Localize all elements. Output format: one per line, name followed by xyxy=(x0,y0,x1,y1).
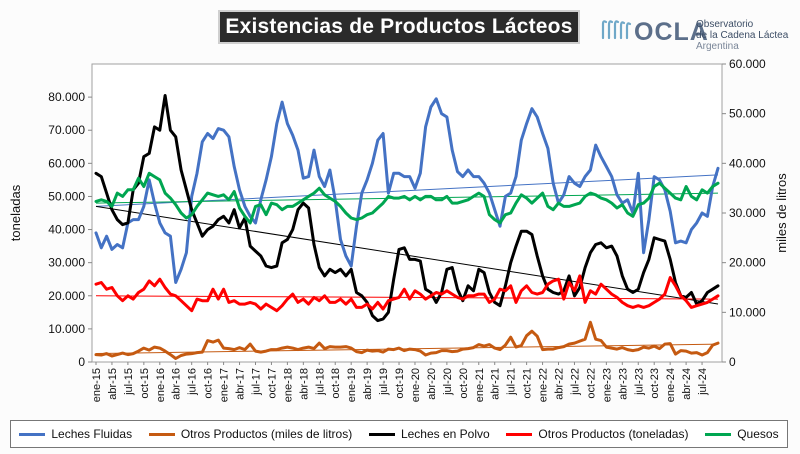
x-tick-label: oct-22 xyxy=(585,368,597,399)
x-tick-label: ene-23 xyxy=(601,368,613,402)
y-axis-left: 0 10.000 20.000 30.000 40.000 50.000 60.000 70.… xyxy=(48,90,92,369)
legend-item: Leches en Polvo xyxy=(368,427,490,441)
x-tick-label: jul-16 xyxy=(187,368,199,396)
legend-item: Quesos xyxy=(705,427,779,441)
x-tick-label: abr-22 xyxy=(554,368,566,400)
x-tick-label: abr-20 xyxy=(426,368,438,400)
x-tick-label: jul-23 xyxy=(633,368,645,396)
y-left-tick-label: 30.000 xyxy=(48,256,85,270)
y-left-tick-label: 60.000 xyxy=(48,156,85,170)
x-tick-label: oct-16 xyxy=(203,368,215,399)
legend-item: Leches Fluidas xyxy=(19,427,132,441)
x-axis: ene-15 abr-15 jul-15 oct-15 ene-16 abr-16 jul-… xyxy=(91,362,709,402)
legend-swatch xyxy=(705,432,732,436)
legend-label: Quesos xyxy=(737,427,779,441)
x-tick-label: abr-18 xyxy=(298,368,310,400)
x-tick-label: abr-23 xyxy=(617,368,629,400)
y-right-tick-label: 10.000 xyxy=(729,305,766,319)
legend-item: Otros Productos (miles de litros) xyxy=(148,427,353,441)
y-right-tick-label: 30.000 xyxy=(729,206,766,220)
x-tick-label: abr-21 xyxy=(490,368,502,400)
x-tick-label: abr-15 xyxy=(107,368,119,400)
x-tick-label: jul-15 xyxy=(123,368,135,396)
legend-label: Leches en Polvo xyxy=(400,427,490,441)
y-right-tick-label: 50.000 xyxy=(729,107,766,121)
x-tick-label: abr-17 xyxy=(235,368,247,400)
x-tick-label: ene-17 xyxy=(219,368,231,402)
y-right-tick-label: 60.000 xyxy=(729,57,766,71)
y-right-tick-label: 20.000 xyxy=(729,256,766,270)
y-left-tick-label: 20.000 xyxy=(48,289,85,303)
series-line xyxy=(94,274,720,313)
x-tick-label: oct-15 xyxy=(139,368,151,399)
x-tick-label: ene-20 xyxy=(410,368,422,402)
x-tick-label: oct-23 xyxy=(649,368,661,399)
x-tick-label: ene-24 xyxy=(665,368,677,402)
x-tick-label: jul-22 xyxy=(569,368,581,396)
series-lines xyxy=(94,94,720,360)
x-tick-label: ene-19 xyxy=(346,368,358,402)
x-tick-label: abr-19 xyxy=(362,368,374,400)
y-axis-left-label: toneladas xyxy=(8,184,23,241)
x-tick-label: ene-18 xyxy=(282,368,294,402)
legend-swatch xyxy=(19,432,46,436)
y-left-tick-label: 80.000 xyxy=(48,90,85,104)
y-left-tick-label: 0 xyxy=(78,355,85,369)
x-tick-label: oct-17 xyxy=(266,368,278,399)
plot-area xyxy=(91,63,723,363)
x-tick-label: oct-18 xyxy=(330,368,342,399)
y-right-tick-label: 0 xyxy=(729,355,736,369)
legend-item: Otros Productos (toneladas) xyxy=(506,427,688,441)
ocla-brand: OCLA xyxy=(634,18,709,46)
legend-swatch xyxy=(148,432,175,436)
y-left-tick-label: 40.000 xyxy=(48,223,85,237)
chart-title: Existencias de Productos Lácteos xyxy=(218,10,580,44)
x-tick-label: jul-20 xyxy=(442,368,454,396)
legend-label: Leches Fluidas xyxy=(51,427,133,441)
y-left-tick-label: 70.000 xyxy=(48,123,85,137)
y-axis-right: 0 10.000 20.000 30.000 40.000 50.000 60.000 xyxy=(722,57,766,369)
logo-line-2: de la Cadena Láctea xyxy=(696,30,789,41)
y-axis-right-label: miles de litros xyxy=(774,173,789,253)
ocla-wave-icon xyxy=(601,20,632,40)
x-tick-label: jul-18 xyxy=(314,368,326,396)
y-left-tick-label: 50.000 xyxy=(48,189,85,203)
logo-line-1: Observatorio xyxy=(696,19,754,30)
x-tick-label: oct-21 xyxy=(522,368,534,399)
x-tick-label: oct-19 xyxy=(394,368,406,399)
x-tick-label: ene-16 xyxy=(155,368,167,402)
x-tick-label: oct-20 xyxy=(458,368,470,399)
chart-legend: Leches Fluidas Otros Productos (miles de … xyxy=(10,420,788,448)
series-line xyxy=(94,97,720,284)
x-tick-label: jul-19 xyxy=(378,368,390,396)
legend-swatch xyxy=(506,432,533,436)
series-line xyxy=(94,171,720,225)
x-tick-label: abr-24 xyxy=(681,368,693,400)
ocla-logo: OCLA Observatorio de la Cadena Láctea Ar… xyxy=(598,14,798,58)
y-left-tick-label: 10.000 xyxy=(48,322,85,336)
x-tick-label: ene-22 xyxy=(538,368,550,402)
legend-swatch xyxy=(368,432,395,436)
x-tick-label: jul-21 xyxy=(506,368,518,396)
x-tick-label: jul-17 xyxy=(250,368,262,396)
x-tick-label: ene-15 xyxy=(91,368,103,402)
series-line xyxy=(94,94,720,323)
trendline xyxy=(95,295,719,300)
x-tick-label: jul-24 xyxy=(697,368,709,396)
x-tick-label: ene-21 xyxy=(474,368,486,402)
legend-label: Otros Productos (toneladas) xyxy=(538,427,689,441)
x-tick-label: abr-16 xyxy=(171,368,183,400)
series-line xyxy=(94,320,720,360)
logo-line-3: Argentina xyxy=(696,41,739,52)
legend-label: Otros Productos (miles de litros) xyxy=(180,427,353,441)
y-right-tick-label: 40.000 xyxy=(729,156,766,170)
